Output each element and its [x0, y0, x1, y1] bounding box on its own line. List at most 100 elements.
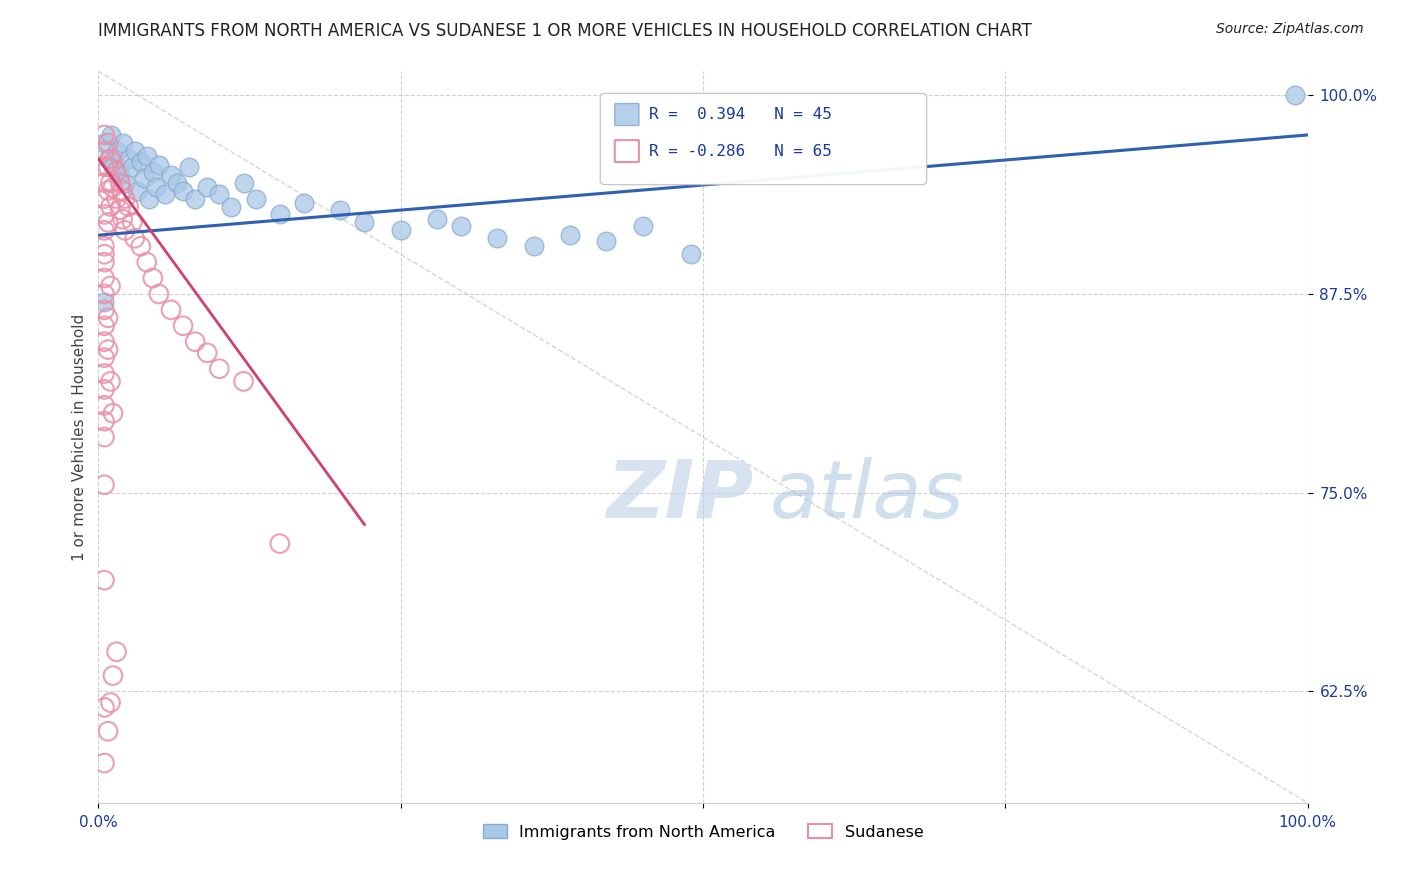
Point [679, 247, 702, 261]
Point [93, 756, 115, 770]
Point [134, 170, 156, 185]
Point [208, 361, 231, 376]
Point [101, 406, 124, 420]
Point [631, 219, 654, 233]
Point [93, 239, 115, 253]
Point [114, 192, 136, 206]
Text: IMMIGRANTS FROM NORTH AMERICA VS SUDANESE 1 OR MORE VEHICLES IN HOUSEHOLD CORREL: IMMIGRANTS FROM NORTH AMERICA VS SUDANES… [98, 22, 1032, 40]
Point [93, 287, 115, 301]
Point [97, 343, 120, 357]
Point [142, 271, 165, 285]
Point [93, 573, 115, 587]
Text: Source: ZipAtlas.com: Source: ZipAtlas.com [1216, 22, 1364, 37]
Point [121, 215, 143, 229]
Point [114, 176, 136, 190]
Point [101, 180, 124, 194]
Point [105, 164, 128, 178]
Point [135, 148, 157, 162]
FancyBboxPatch shape [600, 94, 927, 185]
Point [245, 192, 267, 206]
Point [100, 279, 122, 293]
Point [93, 223, 115, 237]
Point [93, 160, 115, 174]
Point [114, 223, 136, 237]
Point [97, 136, 120, 150]
Point [486, 231, 509, 245]
Y-axis label: 1 or more Vehicles in Household: 1 or more Vehicles in Household [72, 313, 87, 561]
Point [195, 180, 218, 194]
Point [172, 318, 194, 333]
Point [450, 219, 472, 233]
Point [166, 176, 188, 190]
Point [184, 334, 207, 349]
Point [269, 207, 291, 221]
Point [97, 724, 120, 739]
Point [195, 346, 218, 360]
Point [292, 196, 315, 211]
Point [138, 192, 160, 206]
Point [179, 160, 201, 174]
Point [221, 200, 243, 214]
Point [108, 168, 131, 182]
Point [523, 239, 546, 253]
Point [97, 160, 120, 174]
Point [172, 184, 194, 198]
Point [558, 228, 581, 243]
Point [118, 152, 141, 166]
Point [426, 212, 449, 227]
Point [93, 398, 115, 412]
Point [105, 645, 128, 659]
Point [93, 136, 115, 150]
Point [269, 536, 291, 550]
Point [105, 192, 128, 206]
Point [595, 235, 617, 249]
Point [93, 176, 115, 190]
Point [100, 375, 122, 389]
Point [93, 247, 115, 261]
Point [105, 144, 128, 158]
Point [100, 696, 122, 710]
Point [93, 383, 115, 397]
Point [127, 184, 149, 198]
Point [93, 367, 115, 381]
Point [118, 200, 141, 214]
Point [353, 215, 375, 229]
Point [93, 477, 115, 491]
Point [142, 164, 165, 178]
Point [184, 192, 207, 206]
Point [135, 255, 157, 269]
Point [329, 202, 352, 217]
Point [97, 215, 120, 229]
Point [208, 186, 231, 201]
Point [124, 144, 146, 158]
Point [121, 160, 143, 174]
Point [153, 186, 176, 201]
Point [111, 212, 134, 227]
Point [97, 184, 120, 198]
Point [160, 302, 183, 317]
Point [97, 310, 120, 325]
Point [100, 200, 122, 214]
Point [93, 700, 115, 714]
Point [101, 160, 124, 174]
Point [100, 128, 122, 142]
Point [108, 202, 131, 217]
Point [389, 223, 412, 237]
Text: R = -0.286   N = 65: R = -0.286 N = 65 [648, 144, 831, 159]
Point [93, 430, 115, 444]
FancyBboxPatch shape [614, 103, 638, 126]
Point [93, 318, 115, 333]
Point [129, 155, 152, 169]
Point [93, 294, 115, 309]
Point [124, 231, 146, 245]
Text: ZIP: ZIP [606, 457, 754, 534]
Point [129, 239, 152, 253]
Point [148, 158, 170, 172]
Text: R =  0.394   N = 45: R = 0.394 N = 45 [648, 107, 831, 122]
Point [93, 271, 115, 285]
Legend: Immigrants from North America, Sudanese: Immigrants from North America, Sudanese [477, 818, 929, 846]
Point [93, 207, 115, 221]
Point [93, 414, 115, 428]
Point [93, 192, 115, 206]
Point [111, 136, 134, 150]
